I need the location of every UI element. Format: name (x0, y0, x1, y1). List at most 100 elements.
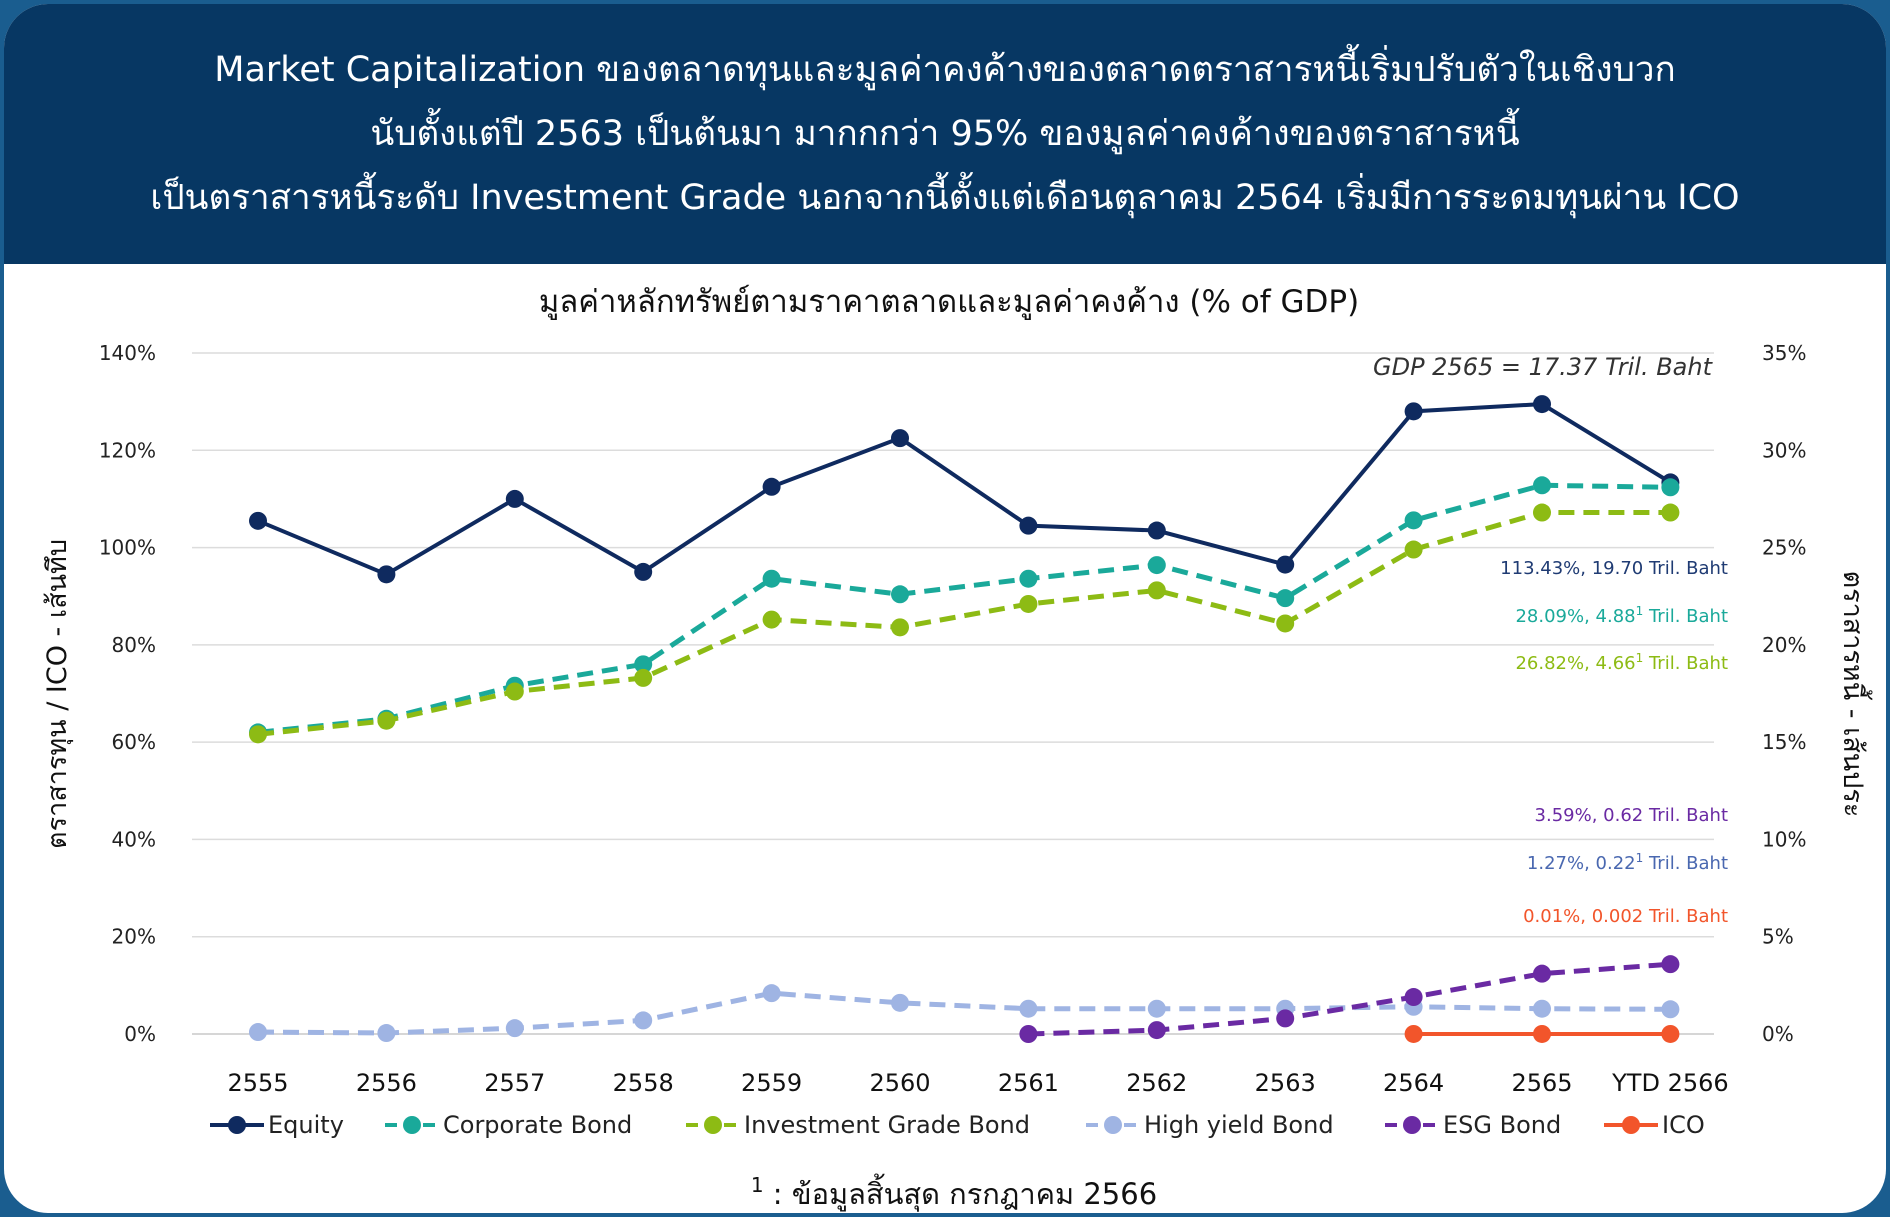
data-point (249, 511, 267, 530)
data-point (1533, 999, 1551, 1018)
left-axis-label: ตราสารทุน / ICO - เส้นทึบ (42, 539, 74, 849)
data-point (1147, 556, 1166, 575)
data-point (377, 1024, 396, 1043)
right-axis-ticks: 0% 5% 10% 15% 20% 25% 30% 35% (1762, 341, 1806, 1046)
series-line (257, 402, 1672, 577)
data-point (891, 993, 909, 1012)
legend-item: High yield Bond (1086, 1111, 1334, 1139)
legend-item: Investment Grade Bond (686, 1111, 1030, 1139)
series-value-callout: 28.09%, 4.881 Tril. Baht (1515, 604, 1728, 627)
data-point (762, 610, 781, 629)
footnote-text: : ข้อมูลสิ้นสุด กรกฎาคม 2566 (764, 1173, 1158, 1212)
data-point (249, 725, 267, 744)
series-line (257, 510, 1671, 737)
legend-label: ICO (1662, 1111, 1705, 1139)
legend-item: ICO (1604, 1111, 1705, 1139)
data-point (1019, 516, 1038, 535)
data-point (891, 585, 909, 604)
data-point (634, 668, 653, 687)
data-point (505, 489, 524, 508)
left-tick-label: 140% (99, 341, 156, 365)
series-line (1028, 961, 1671, 1037)
legend-label: Investment Grade Bond (744, 1111, 1030, 1139)
series-value-callout: 3.59%, 0.62 Tril. Baht (1535, 805, 1728, 826)
data-point (891, 618, 909, 637)
data-point (1661, 1024, 1680, 1043)
category-label: 2562 (1126, 1069, 1187, 1097)
data-point (1404, 402, 1423, 421)
left-tick-label: 120% (99, 438, 156, 462)
data-point (1661, 955, 1680, 974)
legend-swatch-marker (1622, 1116, 1640, 1134)
series-value-callout: 113.43%, 19.70 Tril. Baht (1500, 558, 1728, 579)
category-label: 2561 (998, 1069, 1059, 1097)
data-point (1404, 1024, 1423, 1043)
data-point (1276, 555, 1295, 574)
data-point (1276, 1009, 1295, 1028)
category-label: 2564 (1383, 1069, 1444, 1097)
data-point (1404, 988, 1423, 1007)
data-point (762, 477, 781, 496)
data-point (377, 711, 396, 730)
category-label: 2558 (613, 1069, 674, 1097)
category-label: 2560 (869, 1069, 930, 1097)
series-line (257, 990, 1671, 1036)
data-point (634, 1011, 653, 1030)
legend: Equity Corporate Bond Investment Grade Bon… (210, 1111, 1705, 1139)
right-tick-label: 30% (1762, 438, 1806, 462)
headline-line-3: เป็นตราสารหนี้ระดับ Investment Grade นอก… (150, 178, 1740, 218)
right-tick-label: 25% (1762, 536, 1806, 560)
series-high-yield-bond (249, 984, 1680, 1043)
data-point (1276, 614, 1295, 633)
category-label: 2565 (1511, 1069, 1572, 1097)
right-tick-label: 35% (1762, 341, 1806, 365)
data-point (505, 1019, 524, 1038)
legend-item: ESG Bond (1385, 1111, 1561, 1139)
legend-swatch-marker (1104, 1116, 1122, 1134)
right-tick-label: 20% (1762, 633, 1806, 657)
category-label: 2559 (741, 1069, 802, 1097)
right-axis-label: ตราสารหนี้ - เส้นประ (1837, 571, 1873, 818)
legend-item: Equity (210, 1111, 344, 1139)
category-label: 2555 (227, 1069, 288, 1097)
series-equity (249, 395, 1680, 584)
category-axis-ticks: 2555 2556 2557 2558 2559 2560 2561 2562 2563 2564… (227, 1069, 1728, 1097)
chart: มูลค่าหลักทรัพย์ตามราคาตลาดและมูลค่าคงค้… (42, 284, 1873, 1212)
data-point (1404, 511, 1423, 530)
data-point (1533, 964, 1551, 983)
data-point (1533, 395, 1551, 414)
left-tick-label: 0% (124, 1022, 156, 1046)
data-point (1661, 1000, 1680, 1019)
headline-banner: Market Capitalization ของตลาดทุนและมูลค่… (4, 4, 1886, 264)
series-value-callout: 0.01%, 0.002 Tril. Baht (1523, 906, 1728, 927)
data-point (1147, 581, 1166, 600)
data-point (1276, 589, 1295, 608)
data-point (1019, 999, 1038, 1018)
series-investment-grade-bond (249, 503, 1680, 744)
data-point (762, 984, 781, 1003)
data-point (1147, 999, 1166, 1018)
left-tick-label: 60% (112, 730, 156, 754)
headline-line-2: นับตั้งแต่ปี 2563 เป็นต้นมา มากกกว่า 95%… (370, 114, 1520, 154)
slide-card: Market Capitalization ของตลาดทุนและมูลค่… (4, 4, 1886, 1213)
data-point (762, 569, 781, 588)
left-axis-ticks: 0% 20% 40% 60% 80% 100% 120% 140% (99, 341, 156, 1046)
right-tick-label: 15% (1762, 730, 1806, 754)
data-point (1147, 1021, 1166, 1040)
gdp-note: GDP 2565 = 17.37 Tril. Baht (1373, 353, 1714, 381)
data-point (634, 562, 653, 581)
right-tick-label: 5% (1762, 925, 1794, 949)
headline-line-1: Market Capitalization ของตลาดทุนและมูลค่… (214, 50, 1676, 90)
legend-item: Corporate Bond (385, 1111, 632, 1139)
data-point (1019, 569, 1038, 588)
data-point (249, 1023, 267, 1042)
data-point (891, 429, 909, 448)
series-value-callout: 26.82%, 4.661 Tril. Baht (1515, 651, 1728, 674)
series-layer (249, 395, 1680, 1043)
legend-swatch-marker (1403, 1116, 1421, 1134)
data-point (505, 682, 524, 701)
legend-swatch-marker (403, 1116, 421, 1134)
left-tick-label: 80% (112, 633, 156, 657)
data-point (1019, 594, 1038, 613)
category-label: 2557 (484, 1069, 545, 1097)
